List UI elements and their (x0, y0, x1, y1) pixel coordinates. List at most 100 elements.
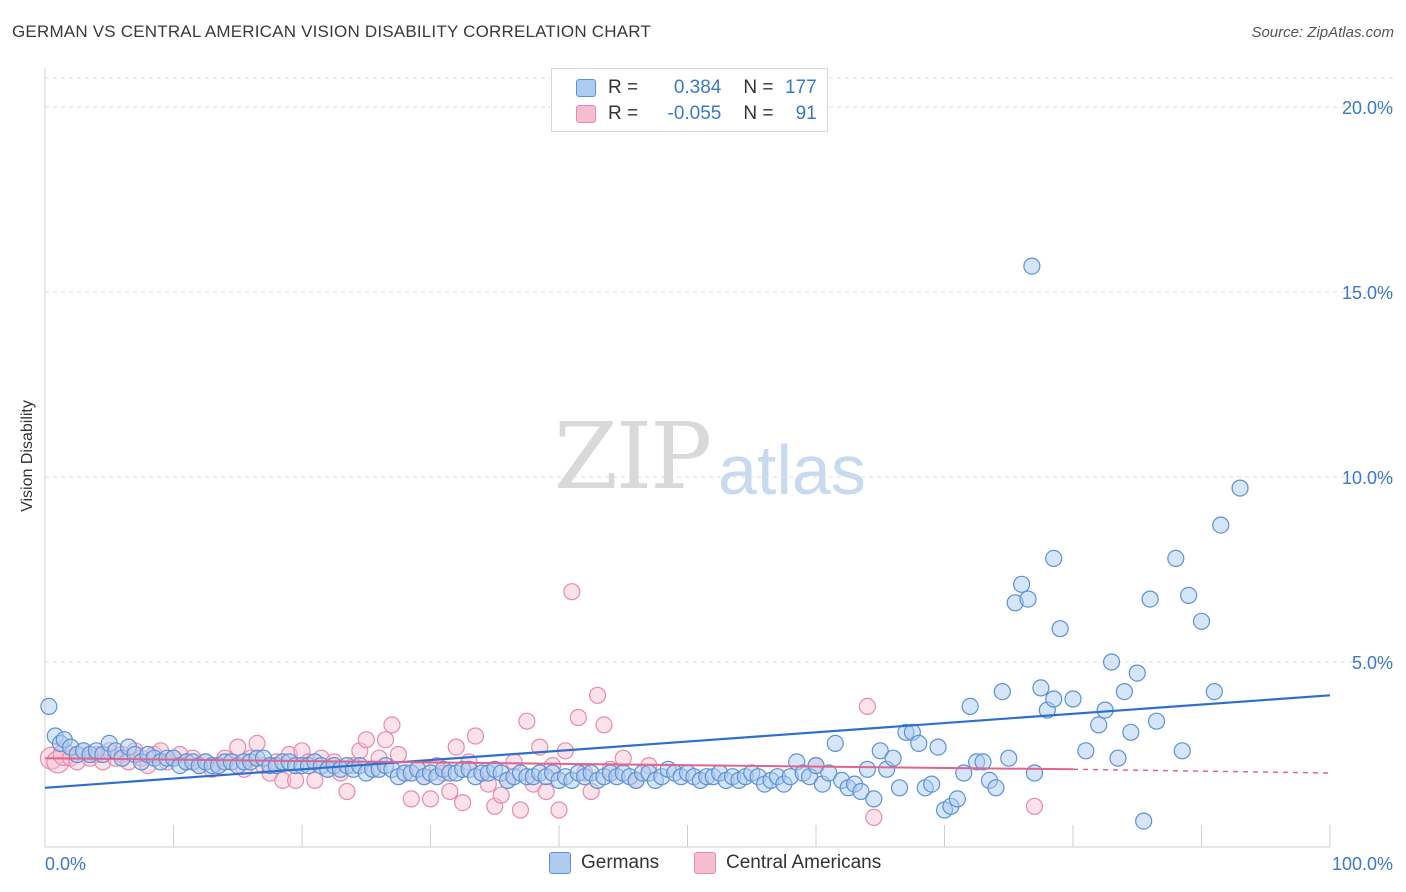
central-american-point (286, 771, 305, 790)
german-point (1090, 716, 1108, 734)
legend-item-germans[interactable]: Germans (549, 852, 659, 874)
central-american-point (492, 786, 510, 804)
legend-r-label: R = (608, 77, 644, 98)
german-point (1122, 723, 1140, 741)
german-point (948, 790, 966, 808)
german-point (1032, 679, 1050, 697)
central-american-point (376, 731, 395, 749)
german-point (1000, 749, 1018, 767)
central-american-point (588, 686, 607, 704)
german-point (1173, 742, 1191, 760)
legend-row-germans: R = 0.384 N = 177 (576, 77, 817, 99)
chart-title: GERMAN VS CENTRAL AMERICAN VISION DISABI… (12, 22, 652, 41)
german-point (1212, 516, 1230, 534)
central-american-point (441, 782, 459, 801)
german-point (1180, 586, 1198, 605)
central-american-point (466, 727, 485, 745)
german-point (1128, 664, 1146, 682)
central-american-point (454, 793, 472, 812)
y-tick-label: 5.0% (1352, 653, 1393, 673)
y-tick-label: 15.0% (1342, 283, 1393, 303)
legend-row-central-americans: R = -0.055 N = 91 (576, 103, 817, 125)
central-american-point (447, 738, 465, 756)
legend-germans-label: Germans (581, 852, 660, 873)
german-point (1231, 479, 1249, 497)
legend-r-value: 0.384 (673, 77, 722, 98)
german-point (961, 697, 979, 716)
germans-trend-line (44, 694, 1331, 789)
german-point (1077, 742, 1095, 760)
german-point (923, 775, 941, 793)
germans-legend-swatch-icon (549, 852, 571, 874)
central-american-point (357, 731, 375, 749)
german-point (1045, 549, 1063, 568)
german-point (1019, 590, 1037, 608)
german-point (1135, 812, 1153, 830)
german-point (987, 779, 1005, 797)
central-american-point (389, 745, 407, 764)
stats-legend: R = 0.384 N = 177 R = -0.055 N = 91 (551, 68, 828, 132)
german-point (1051, 620, 1069, 638)
german-point (993, 682, 1011, 701)
german-point (1141, 590, 1159, 608)
legend-r-value: -0.055 (667, 103, 722, 124)
german-point (1192, 612, 1211, 630)
german-point (1147, 712, 1166, 730)
central-americans-swatch-icon (576, 105, 596, 123)
legend-item-central-americans[interactable]: Central Americans (694, 852, 881, 874)
central-american-point (865, 808, 883, 827)
german-point (871, 742, 889, 760)
central-americans-trend-extension (1072, 768, 1331, 774)
german-point (1102, 653, 1121, 671)
german-point (890, 779, 909, 797)
german-point (1023, 257, 1041, 275)
central-american-point (518, 712, 536, 730)
central-american-point (248, 734, 266, 753)
watermark-zip: ZIP (554, 403, 712, 510)
central-american-point (569, 708, 587, 727)
central-american-point (402, 790, 420, 808)
central-american-point (550, 801, 568, 819)
german-point (1012, 575, 1031, 593)
series-legend: Germans Central Americans (0, 852, 1406, 878)
legend-n-value: 177 (785, 77, 817, 98)
legend-r-label: R = (608, 103, 644, 124)
german-point (1115, 682, 1134, 701)
central-american-point (1025, 797, 1044, 815)
german-point (929, 738, 947, 756)
central-american-point (383, 716, 401, 734)
german-point (974, 753, 992, 771)
central-americans-trend-line (44, 757, 1074, 771)
central-american-point (274, 771, 292, 790)
german-point (40, 697, 58, 716)
german-point (1045, 690, 1063, 708)
german-point (910, 734, 928, 753)
central-american-point (858, 697, 877, 716)
central-american-point (563, 583, 581, 601)
german-point (1109, 749, 1127, 767)
x-tick-label-min: 0.0% (45, 854, 86, 874)
legend-n-value: 91 (795, 103, 817, 124)
germans-swatch-icon (576, 79, 596, 97)
legend-central-americans-label: Central Americans (726, 852, 882, 873)
german-point (826, 734, 844, 753)
central-american-point (511, 801, 530, 819)
central-american-point (338, 782, 356, 801)
central-americans-legend-swatch-icon (694, 852, 716, 874)
legend-n-label: N = (743, 77, 779, 98)
german-point (1025, 764, 1044, 782)
x-tick-label-max: 100.0% (1332, 854, 1393, 874)
central-american-point (595, 716, 613, 734)
y-tick-label: 10.0% (1342, 468, 1393, 488)
y-tick-label: 20.0% (1342, 98, 1393, 118)
legend-n-label: N = (743, 103, 779, 124)
central-american-point (229, 738, 247, 756)
central-american-point (421, 790, 440, 808)
german-point (1167, 549, 1185, 568)
german-point (820, 764, 838, 782)
german-point (884, 749, 902, 767)
source-label: Source: ZipAtlas.com (1251, 24, 1394, 41)
german-point (858, 760, 877, 778)
central-american-point (306, 771, 324, 790)
